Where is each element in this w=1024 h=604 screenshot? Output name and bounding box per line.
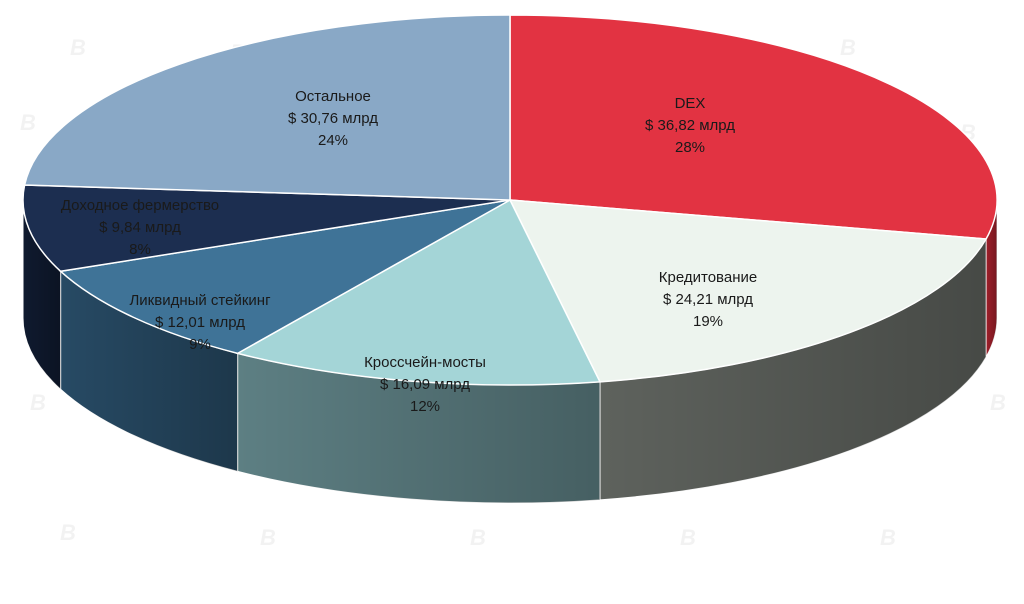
b-logo-icon: B — [990, 390, 1006, 415]
b-logo-icon: B — [880, 525, 896, 550]
pie-slice — [508, 199, 988, 383]
pie-slice — [22, 184, 511, 273]
pie-slice — [509, 14, 998, 240]
slice-label-percent: 12% — [410, 398, 440, 415]
pie-slice — [235, 198, 602, 386]
pie-slice-side-shade — [986, 200, 997, 358]
pie-slice — [58, 199, 511, 355]
pie-slice-side-shade — [599, 239, 987, 500]
b-logo-icon: B — [30, 390, 46, 415]
pie-slice-side-shade — [23, 200, 61, 390]
slice-label-name: Ликвидный стейкинг — [129, 292, 271, 309]
slice-label-value: $ 9,84 млрд — [99, 219, 181, 236]
slice-label-name: Кроссчейн-мосты — [364, 354, 486, 371]
pie-sides — [22, 199, 998, 504]
slice-label-value: $ 30,76 млрд — [288, 110, 378, 127]
b-logo-icon: B — [60, 520, 76, 545]
b-logo-icon: B — [70, 35, 86, 60]
slice-label-name: Кредитование — [659, 269, 757, 286]
slice-label-name: Доходное фермерство — [61, 197, 219, 214]
b-logo-icon: B — [260, 525, 276, 550]
slice-label-value: $ 24,21 млрд — [663, 291, 753, 308]
b-logo-icon: B — [680, 525, 696, 550]
slice-label-percent: 24% — [318, 132, 348, 149]
slice-label-percent: 28% — [675, 139, 705, 156]
slice-label-value: $ 16,09 млрд — [380, 376, 470, 393]
slice-label-value: $ 36,82 млрд — [645, 117, 735, 134]
b-logo-icon: B — [470, 525, 486, 550]
pie-slice — [23, 14, 511, 201]
slice-label-name: Остальное — [295, 88, 371, 105]
pie-labels: DEX $ 36,82 млрд 28% Кредитование $ 24,21 мл… — [61, 88, 757, 415]
b-logo-icon: B — [20, 110, 36, 135]
slice-label-value: $ 12,01 млрд — [155, 314, 245, 331]
slice-label-name: DEX — [675, 95, 706, 112]
pie-tops — [22, 14, 998, 386]
slice-label-percent: 19% — [693, 313, 723, 330]
slice-label-percent: 8% — [129, 241, 151, 258]
pie-slice-side-shade — [237, 353, 600, 503]
pie-slice-side-shade — [60, 271, 238, 472]
b-logo-icon: B — [840, 35, 856, 60]
slice-label-percent: 9% — [189, 336, 211, 353]
